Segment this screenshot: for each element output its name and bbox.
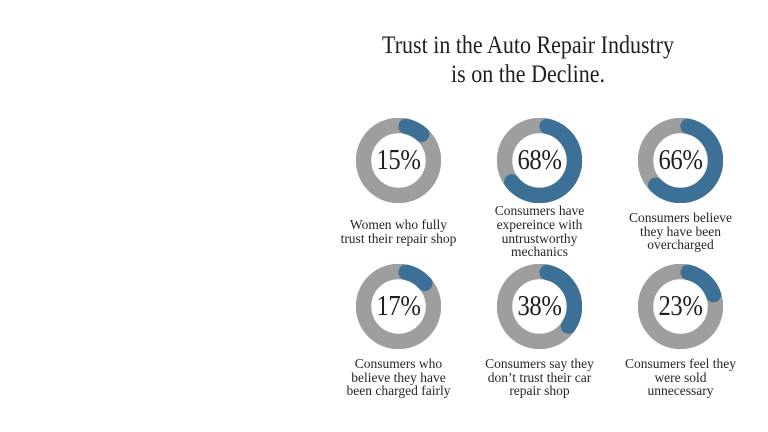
page-title: Trust in the Auto Repair Industry is on … (382, 32, 674, 88)
stat-label: Consumers who believe they have been cha… (346, 355, 451, 399)
stat-label: Women who fully trust their repair shop (340, 216, 457, 246)
donut-ring-svg (638, 264, 723, 349)
donut-chart: 38% (497, 264, 582, 349)
stat-value: 66% (658, 144, 703, 176)
donut-chart: 23% (638, 264, 723, 349)
donut-ring-svg (497, 118, 582, 203)
donut-value-arc (497, 264, 582, 349)
donut-ring-svg (356, 264, 441, 349)
stat-label: Consumers feel they were sold unnecessar… (625, 355, 736, 399)
stat-card: 17% Consumers who believe they have been… (328, 264, 469, 406)
donut-chart: 66% (638, 118, 723, 203)
stat-card: 38% Consumers say they don’t trust their… (469, 264, 610, 406)
stat-card: 66% Consumers believe they have been ove… (610, 118, 751, 260)
stat-card: 68% Consumers have expereince with untru… (469, 118, 610, 260)
donut-value-arc (356, 118, 441, 203)
stat-value: 38% (517, 290, 562, 322)
stats-row-top: 15% Women who fully trust their repair s… (328, 118, 751, 260)
donut-value-arc (356, 264, 441, 349)
donut-chart: 17% (356, 264, 441, 349)
stat-label: Consumers say they don’t trust their car… (485, 355, 594, 399)
donut-value-arc (638, 118, 723, 203)
stat-card: 23% Consumers feel they were sold unnece… (610, 264, 751, 406)
donut-chart: 68% (497, 118, 582, 203)
stat-value: 17% (376, 290, 421, 322)
donut-ring-svg (638, 118, 723, 203)
stats-row-bottom: 17% Consumers who believe they have been… (328, 264, 751, 406)
stat-label: Consumers have expereince with untrustwo… (494, 202, 585, 260)
stat-value: 15% (376, 144, 421, 176)
stat-card: 15% Women who fully trust their repair s… (328, 118, 469, 260)
donut-chart: 15% (356, 118, 441, 203)
donut-ring-svg (497, 264, 582, 349)
donut-value-arc (497, 118, 582, 203)
donut-ring-svg (356, 118, 441, 203)
stat-value: 23% (658, 290, 703, 322)
stat-value: 68% (517, 144, 562, 176)
donut-value-arc (638, 264, 723, 349)
stat-label: Consumers believe they have been overcha… (628, 209, 733, 253)
